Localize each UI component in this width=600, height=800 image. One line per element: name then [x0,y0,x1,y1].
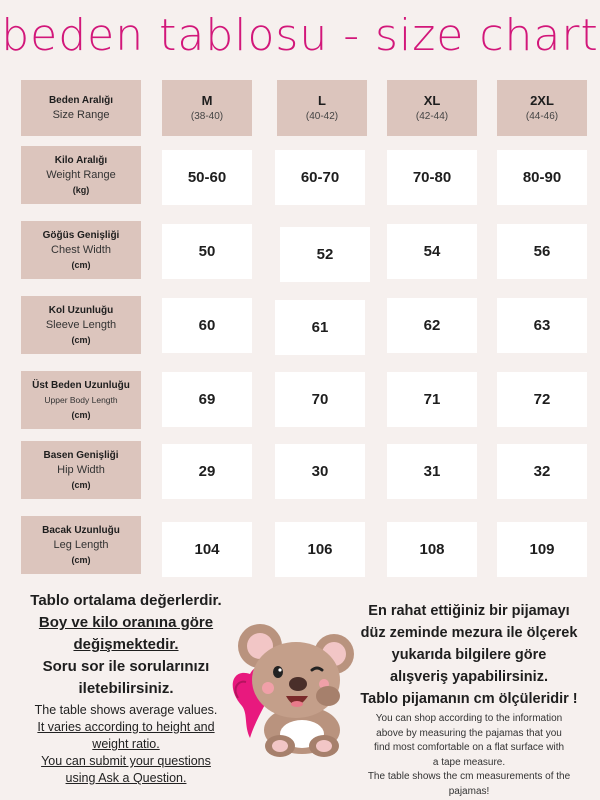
size-header-l: L (40-42) [277,80,367,136]
table-cell: 50 [162,224,252,279]
note-line-en-1: You can shop according to the informatio… [375,713,563,724]
size-header-xl: XL (42-44) [387,80,477,136]
size-header-2xl: 2XL (44-46) [497,80,587,136]
table-cell: 56 [497,224,587,279]
table-cell: 61 [275,300,365,355]
row-label-tr: Göğüs Genişliği [42,229,120,241]
size-range: (40-42) [305,111,339,122]
row-label-en: Weight Range [46,168,116,181]
size-name: XL [423,93,441,108]
note-line: Boy ve kilo oranına göre [38,614,214,631]
table-cell: 108 [387,522,477,577]
size-name: L [318,93,326,108]
size-name: 2XL [530,93,554,108]
row-label-unit: (kg) [72,184,90,195]
row-label-en: Sleeve Length [45,318,117,331]
row-label-tr: Bacak Uzunluğu [42,524,120,536]
row-label-unit: (cm) [71,479,91,490]
note-line-en-3: find most comfortable on a flat surface … [373,742,565,753]
row-label-en: Chest Width [51,243,111,256]
size-range: (38-40) [190,111,224,122]
size-range-label-en: Size Range [52,108,110,121]
note-line-en: weight ratio. [92,737,160,751]
size-range-label-tr: Beden Aralığı [48,94,114,106]
note-line-en: You can submit your questions [41,754,211,768]
row-label-tr: Kol Uzunluğu [48,304,114,316]
note-line: değişmektedir. [73,636,179,653]
table-cell: 32 [497,444,587,499]
table-cell: 60 [162,298,252,353]
table-cell: 106 [275,522,365,577]
note-line: iletebilirsiniz. [78,680,174,697]
note-line-en-6: pajamas! [448,785,490,797]
row-label-tr: Kilo Aralığı [54,154,108,166]
row-label-hip: Basen Genişliği Hip Width (cm) [21,441,141,499]
note-line: düz zeminde mezura ile ölçerek [360,625,578,641]
row-label-en: Hip Width [57,463,105,476]
note-line: alışveriş yapabilirsiniz. [390,669,548,685]
row-label-leg: Bacak Uzunluğu Leg Length (cm) [21,516,141,574]
row-label-tr: Basen Genişliği [43,449,119,461]
size-range: (44-46) [525,111,559,122]
size-range-label: Beden Aralığı Size Range [21,80,141,136]
table-cell: 109 [497,522,587,577]
table-cell: 30 [275,444,365,499]
row-label-unit: (cm) [71,334,91,345]
size-name: M [201,93,213,108]
row-label-en: Upper Body Length [44,394,118,405]
row-label-upper-body: Üst Beden Uzunluğu Upper Body Length (cm… [21,371,141,429]
row-label-tr: Üst Beden Uzunluğu [32,379,130,391]
table-cell: 63 [497,298,587,353]
table-cell: 50-60 [162,150,252,205]
table-cell: 72 [497,372,587,427]
row-label-unit: (cm) [71,554,91,565]
note-line-en: It varies according to height and [37,720,215,734]
table-cell: 69 [162,372,252,427]
row-label-unit: (cm) [71,409,91,420]
page-title: beden tablosu - size chart [1,10,599,61]
table-cell: 71 [387,372,477,427]
table-cell: 54 [387,224,477,279]
row-label-unit: (cm) [71,259,91,270]
note-line: Tablo pijamanın cm ölçüleridir ! [360,691,578,707]
table-cell: 80-90 [497,150,587,205]
average-values-note: Tablo ortalama değerlerdir. Boy ve kilo … [10,590,242,787]
measurement-note: En rahat ettiğiniz bir pijamayı düz zemi… [344,600,594,799]
note-line-en-2: above by measuring the pajamas that you [376,727,562,739]
table-cell: 29 [162,444,252,499]
table-cell: 52 [280,227,370,282]
table-cell: 31 [387,444,477,499]
size-header-m: M (38-40) [162,80,252,136]
size-range: (42-44) [415,111,449,122]
note-line-en-4: a tape measure. [432,756,506,768]
row-label-en: Leg Length [53,538,109,551]
note-line-en: The table shows average values. [34,703,218,717]
table-cell: 62 [387,298,477,353]
note-line-en: You can shop according to the informatio… [344,712,594,799]
note-line: En rahat ettiğiniz bir pijamayı [368,603,570,619]
row-label-chest: Göğüs Genişliği Chest Width (cm) [21,221,141,279]
row-label-weight: Kilo Aralığı Weight Range (kg) [21,146,141,204]
note-line: yukarıda bilgilere göre [391,647,547,663]
table-cell: 104 [162,522,252,577]
table-cell: 70-80 [387,150,477,205]
row-label-sleeve: Kol Uzunluğu Sleeve Length (cm) [21,296,141,354]
note-line: Tablo ortalama değerlerdir. [30,592,222,609]
table-cell: 60-70 [275,150,365,205]
koala-with-heart-pillow-icon [232,624,354,757]
table-cell: 70 [275,372,365,427]
note-line-en-5: The table shows the cm measurements of t… [367,771,571,782]
note-line: Soru sor ile sorularınızı [42,658,210,675]
note-line-en: using Ask a Question. [65,771,187,785]
